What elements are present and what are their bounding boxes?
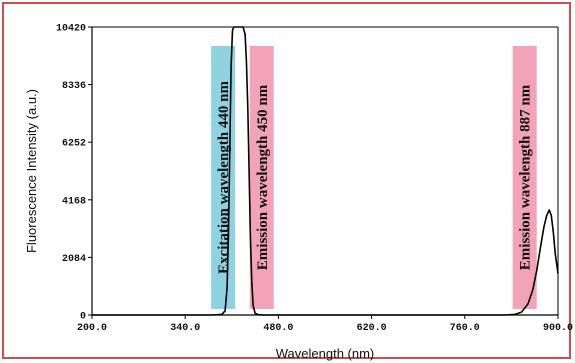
- annotation-band: [249, 46, 274, 309]
- y-axis-title: Fluorescence Intensity (a.u.): [24, 89, 39, 253]
- x-tick-label: 340.0: [170, 323, 200, 334]
- y-tick-label: 4168: [62, 196, 86, 207]
- x-tick-label: 620.0: [357, 323, 387, 334]
- annotation-label: Emission wavelength 887 nm: [518, 84, 534, 270]
- x-tick-label: 900.0: [543, 323, 573, 334]
- fluorescence-spectrum-chart: Excitation wavelength 440 nm Emission wav…: [24, 24, 573, 362]
- y-tick-label: 6252: [62, 139, 86, 150]
- y-tick-label: 8336: [62, 81, 86, 92]
- axes-layer: [91, 26, 559, 316]
- y-tick-label: 2084: [62, 254, 86, 265]
- spectrum-line: [92, 26, 559, 316]
- annotations-layer: Excitation wavelength 440 nm Emission wav…: [211, 46, 537, 309]
- y-tick-label: 10420: [56, 24, 86, 35]
- x-tick-label: 200.0: [77, 323, 107, 334]
- annotation-label: Emission wavelength 450 nm: [255, 84, 271, 270]
- y-tick-label: 0: [80, 312, 86, 323]
- x-tick-label: 760.0: [450, 323, 480, 334]
- x-axis-title: Wavelength (nm): [276, 346, 375, 361]
- x-tick-label: 480.0: [263, 323, 293, 334]
- annotation-band: [512, 46, 537, 309]
- ticks-layer: 200.0 340.0 480.0 620.0 760.0 900.0 0 2084 4168 6…: [56, 24, 573, 335]
